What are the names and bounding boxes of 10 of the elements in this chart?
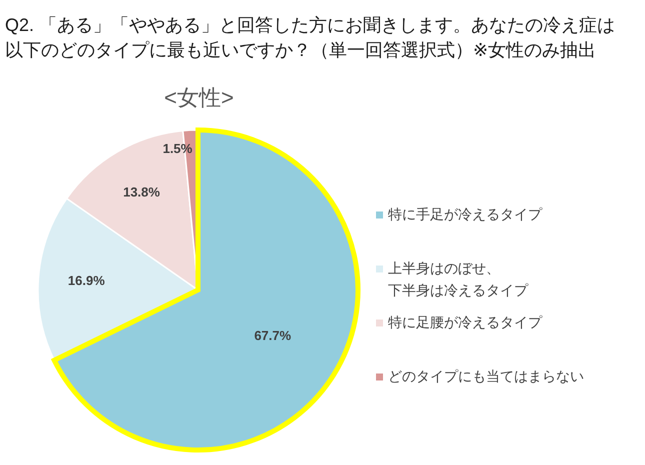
legend-label: 特に足腰が冷えるタイプ	[388, 314, 543, 330]
legend-label: どのタイプにも当てはまらない	[388, 368, 584, 384]
data-label: 13.8%	[123, 184, 160, 200]
chart-title: Q2. 「ある」「ややある」と回答した方にお聞きします。あなたの冷え症は以下のどのタイプに最も近いですか？（単一回答選択式）※女性のみ抽出	[5, 15, 616, 60]
legend-label: 特に手足が冷えるタイプ	[388, 206, 543, 222]
data-label: 16.9%	[68, 272, 106, 288]
legend-label: 上半身はのぼせ、下半身は冷えるタイプ	[388, 260, 529, 298]
data-label: 67.7%	[254, 328, 292, 344]
data-label: 1.5%	[162, 140, 193, 156]
chart-subtitle: <女性>	[164, 85, 234, 110]
